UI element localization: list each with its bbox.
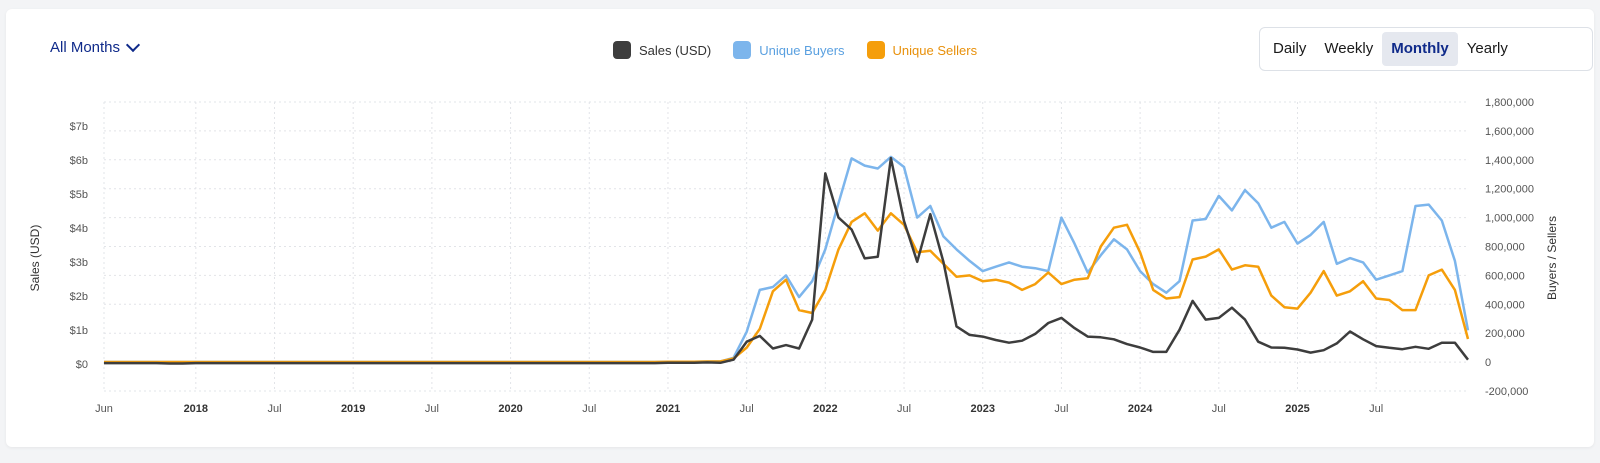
- y-left-tick-label: $0: [76, 359, 88, 371]
- y-right-tick-label: 1,000,000: [1485, 213, 1534, 225]
- x-tick-label: Jul: [740, 403, 754, 415]
- x-tick-label: 2025: [1285, 403, 1309, 415]
- range-daily-button[interactable]: Daily: [1273, 40, 1307, 57]
- legend-swatch-sales: [613, 41, 631, 59]
- x-tick-label: 2018: [184, 403, 208, 415]
- x-tick-label: Jul: [582, 403, 596, 415]
- range-monthly-button[interactable]: Monthly: [1382, 32, 1458, 66]
- x-tick-label: 2019: [341, 403, 365, 415]
- y-left-tick-label: $2b: [70, 291, 88, 303]
- y-right-tick-label: 600,000: [1485, 270, 1525, 282]
- x-tick-label: Jul: [267, 403, 281, 415]
- y-right-tick-label: 1,200,000: [1485, 184, 1534, 196]
- x-tick-label: Jul: [1369, 403, 1383, 415]
- range-selector: Daily Weekly Monthly Yearly: [1259, 27, 1593, 71]
- y-left-tick-label: $7b: [70, 121, 88, 133]
- legend-label-sellers: Unique Sellers: [892, 42, 978, 58]
- x-tick-label: Jul: [897, 403, 911, 415]
- legend-item-sellers[interactable]: Unique Sellers: [866, 41, 978, 59]
- x-tick-label: Jul: [425, 403, 439, 415]
- x-tick-label: 2023: [970, 403, 994, 415]
- y-left-tick-label: $4b: [70, 223, 88, 235]
- x-tick-label: Jul: [1212, 403, 1226, 415]
- y-right-tick-label: 1,600,000: [1485, 126, 1534, 138]
- y-left-tick-label: $5b: [70, 189, 88, 201]
- x-tick-label: 2021: [656, 403, 680, 415]
- x-tick-label: 2020: [498, 403, 522, 415]
- legend-item-sales[interactable]: Sales (USD): [613, 41, 711, 59]
- chart-card: All Months Sales (USD) Unique Buyers Uni…: [6, 9, 1594, 447]
- legend-label-buyers: Unique Buyers: [759, 42, 845, 58]
- y-axis-right-label: Buyers / Sellers: [1545, 216, 1559, 300]
- legend-label-sales: Sales (USD): [639, 42, 712, 58]
- legend-swatch-sellers: [866, 41, 885, 59]
- y-right-tick-label: 200,000: [1485, 328, 1525, 340]
- range-yearly-button[interactable]: Yearly: [1466, 40, 1508, 57]
- range-weekly-button[interactable]: Weekly: [1324, 40, 1374, 57]
- months-dropdown[interactable]: All Months: [50, 37, 141, 56]
- y-right-tick-label: -200,000: [1485, 386, 1528, 398]
- x-tick-label: Jun: [95, 403, 113, 415]
- series-line-unique-sellers[interactable]: [104, 212, 1470, 364]
- x-tick-label: 2022: [813, 403, 837, 415]
- y-axis-left-label: Sales (USD): [28, 225, 42, 292]
- y-right-tick-label: 400,000: [1485, 299, 1525, 311]
- legend-swatch-buyers: [733, 41, 752, 59]
- chart-legend: Sales (USD) Unique Buyers Unique Sellers: [613, 41, 977, 59]
- legend-item-buyers[interactable]: Unique Buyers: [733, 41, 845, 59]
- y-right-tick-label: 800,000: [1485, 242, 1525, 254]
- x-tick-label: 2024: [1128, 403, 1153, 415]
- y-left-tick-label: $3b: [70, 257, 88, 269]
- y-right-tick-label: 1,800,000: [1485, 97, 1534, 109]
- y-left-tick-label: $6b: [70, 155, 88, 167]
- series-line-unique-buyers[interactable]: [104, 155, 1470, 364]
- y-left-tick-label: $1b: [70, 325, 88, 337]
- y-right-tick-label: 0: [1485, 357, 1491, 369]
- months-dropdown-label: All Months: [50, 39, 121, 56]
- y-right-tick-label: 1,400,000: [1485, 155, 1534, 167]
- x-tick-label: Jul: [1054, 403, 1068, 415]
- series-line-sales-usd[interactable]: [104, 156, 1469, 365]
